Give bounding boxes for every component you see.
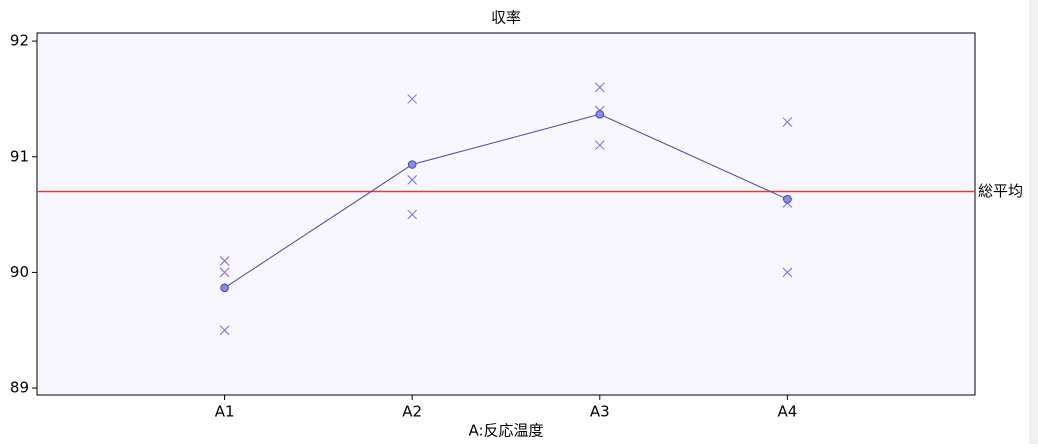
observation-marker [782, 267, 793, 278]
y-tick-label: 90 [10, 263, 29, 281]
observation-marker [407, 175, 418, 185]
reference-label: 総平均 [978, 182, 1023, 200]
mean-line [224, 113, 788, 289]
x-tick-label: A2 [402, 403, 422, 421]
mean-point [595, 110, 605, 119]
mean-point [783, 194, 792, 204]
scrollbar[interactable] [1029, 0, 1038, 444]
x-tick-label: A3 [590, 403, 610, 421]
y-tick-label: 91 [10, 147, 29, 165]
x-tick-label: A4 [777, 403, 797, 421]
chart-title: 収率 [491, 9, 521, 27]
observation-marker [219, 325, 230, 336]
mean-point [407, 160, 417, 169]
plot-area [36, 32, 976, 396]
observation-marker [594, 140, 605, 151]
observation-marker [407, 209, 418, 220]
observation-marker [219, 255, 230, 266]
mean-point [220, 283, 229, 293]
observation-marker [782, 117, 793, 127]
observation-marker [594, 82, 605, 93]
x-axis-label: A:反応温度 [468, 422, 543, 440]
y-tick-label: 92 [10, 32, 29, 50]
x-tick-label: A1 [215, 403, 235, 421]
y-tick-label: 89 [10, 379, 29, 397]
observation-marker [407, 94, 418, 104]
observation-marker [219, 267, 230, 278]
